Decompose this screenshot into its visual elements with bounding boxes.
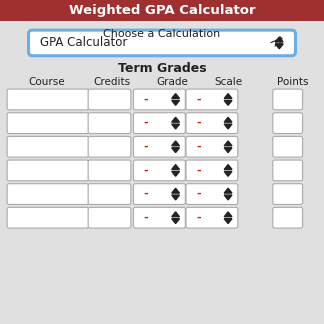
Polygon shape: [224, 124, 232, 129]
Text: -: -: [196, 189, 201, 199]
Text: Points: Points: [277, 77, 309, 87]
FancyBboxPatch shape: [133, 136, 185, 157]
Text: GPA Calculator: GPA Calculator: [40, 36, 128, 50]
FancyBboxPatch shape: [7, 160, 89, 181]
FancyBboxPatch shape: [186, 113, 238, 133]
FancyBboxPatch shape: [133, 160, 185, 181]
Polygon shape: [172, 195, 179, 200]
FancyBboxPatch shape: [273, 113, 303, 133]
Polygon shape: [224, 219, 232, 224]
Polygon shape: [172, 188, 179, 193]
FancyBboxPatch shape: [186, 160, 238, 181]
Polygon shape: [172, 148, 179, 153]
Text: Term Grades: Term Grades: [118, 62, 206, 75]
Text: -: -: [144, 166, 148, 175]
Polygon shape: [275, 37, 283, 42]
FancyBboxPatch shape: [273, 89, 303, 110]
FancyBboxPatch shape: [273, 136, 303, 157]
FancyBboxPatch shape: [186, 207, 238, 228]
Polygon shape: [224, 148, 232, 153]
FancyBboxPatch shape: [273, 207, 303, 228]
Text: -: -: [196, 166, 201, 175]
FancyBboxPatch shape: [0, 0, 324, 21]
FancyBboxPatch shape: [133, 184, 185, 204]
FancyBboxPatch shape: [7, 184, 89, 204]
Polygon shape: [172, 171, 179, 176]
Text: -: -: [144, 118, 148, 128]
FancyBboxPatch shape: [7, 89, 89, 110]
FancyBboxPatch shape: [29, 30, 295, 56]
Polygon shape: [224, 94, 232, 98]
Text: Credits: Credits: [93, 77, 130, 87]
Polygon shape: [224, 195, 232, 200]
FancyBboxPatch shape: [273, 184, 303, 204]
FancyBboxPatch shape: [7, 207, 89, 228]
Text: Grade: Grade: [157, 77, 189, 87]
Polygon shape: [172, 94, 179, 98]
FancyBboxPatch shape: [7, 113, 89, 133]
Polygon shape: [172, 219, 179, 224]
Text: ↕: ↕: [274, 36, 284, 50]
FancyBboxPatch shape: [273, 160, 303, 181]
FancyBboxPatch shape: [186, 89, 238, 110]
FancyBboxPatch shape: [88, 89, 131, 110]
Text: Course: Course: [29, 77, 65, 87]
FancyBboxPatch shape: [133, 207, 185, 228]
Polygon shape: [224, 188, 232, 193]
Polygon shape: [172, 100, 179, 105]
FancyBboxPatch shape: [133, 113, 185, 133]
Text: Choose a Calculation: Choose a Calculation: [103, 29, 221, 39]
Polygon shape: [275, 44, 283, 49]
FancyBboxPatch shape: [186, 184, 238, 204]
Polygon shape: [172, 165, 179, 169]
FancyBboxPatch shape: [7, 136, 89, 157]
Text: -: -: [196, 118, 201, 128]
FancyBboxPatch shape: [88, 207, 131, 228]
Polygon shape: [172, 212, 179, 217]
Polygon shape: [224, 165, 232, 169]
Polygon shape: [224, 141, 232, 146]
Text: -: -: [144, 95, 148, 104]
FancyBboxPatch shape: [88, 160, 131, 181]
Polygon shape: [224, 171, 232, 176]
Polygon shape: [172, 141, 179, 146]
Polygon shape: [224, 117, 232, 122]
Text: -: -: [144, 213, 148, 223]
Polygon shape: [224, 100, 232, 105]
Text: Weighted GPA Calculator: Weighted GPA Calculator: [69, 4, 255, 17]
FancyBboxPatch shape: [133, 89, 185, 110]
Text: -: -: [144, 189, 148, 199]
Text: -: -: [144, 142, 148, 152]
FancyBboxPatch shape: [88, 184, 131, 204]
Text: -: -: [196, 213, 201, 223]
Polygon shape: [224, 212, 232, 217]
FancyBboxPatch shape: [88, 136, 131, 157]
Polygon shape: [172, 117, 179, 122]
Text: -: -: [196, 95, 201, 104]
Text: Scale: Scale: [214, 77, 242, 87]
FancyBboxPatch shape: [186, 136, 238, 157]
FancyBboxPatch shape: [88, 113, 131, 133]
Text: -: -: [196, 142, 201, 152]
Polygon shape: [172, 124, 179, 129]
